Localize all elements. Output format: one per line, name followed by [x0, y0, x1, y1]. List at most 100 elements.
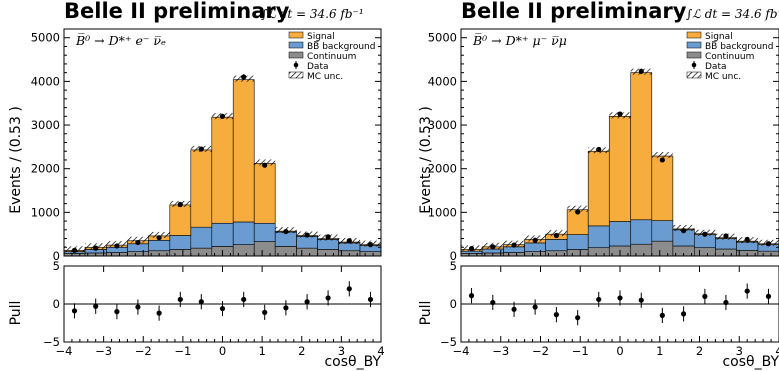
process-label-right: B̅⁰ → D*⁺ μ⁻ ν̅μ	[472, 33, 567, 48]
y-tick-label-1: 1000	[428, 205, 457, 219]
legend-swatch-1	[288, 41, 304, 49]
bar-continuum-12	[317, 249, 339, 257]
pull-y-tick-label-2: −5	[43, 335, 60, 349]
bar-signal-7	[608, 116, 632, 222]
data-point-1	[93, 245, 99, 251]
pull-point-8	[638, 297, 644, 303]
data-point-6	[596, 146, 602, 153]
data-point-5	[177, 201, 183, 208]
bar-bb-background-11	[296, 236, 318, 249]
data-point-11	[702, 231, 708, 237]
bar-signal-6	[190, 149, 213, 228]
x-tick-label-0: −4	[453, 344, 470, 358]
x-axis-label-right: cosθ_BY	[722, 354, 779, 370]
process-label-left: B̅⁰ → D*⁺ e⁻ ν̅ₑ	[75, 33, 166, 48]
y-tick-label-4: 4000	[31, 74, 60, 88]
pull-point-14	[765, 293, 772, 299]
x-tick-label-8: 4	[775, 344, 779, 358]
x-tick-label-4: 0	[616, 344, 623, 358]
x-tick-label-7: 3	[736, 344, 743, 358]
legend-label-0: Signal	[705, 32, 733, 42]
bar-bb-background-6	[190, 226, 213, 249]
x-tick-label-7: 3	[338, 344, 345, 358]
bar-bb-background-12	[317, 239, 339, 250]
bar-bb-background-3	[524, 242, 546, 252]
bar-continuum-2	[106, 252, 128, 257]
legend-label-2: Continuum	[705, 52, 754, 62]
x-tick-label-1: −3	[95, 344, 112, 358]
bar-continuum-11	[694, 247, 716, 257]
bar-bb-background-8	[232, 221, 255, 245]
legend-marker-data-dot	[293, 62, 299, 68]
data-point-10	[681, 228, 687, 234]
pull-point-7	[617, 295, 623, 301]
bar-signal-9	[253, 163, 276, 224]
luminosity-label-left: ∫ℒ dt = 34.6 fb⁻¹	[261, 7, 364, 21]
pull-point-11	[702, 293, 708, 299]
legend-swatch-2	[288, 51, 304, 59]
data-point-12	[723, 233, 729, 239]
y-tick-label-0: 0	[53, 249, 60, 263]
pull-axis-label-right: Pull	[418, 301, 434, 326]
x-tick-label-2: −2	[135, 344, 152, 358]
pull-point-14	[367, 296, 374, 303]
legend-label-4: MC unc.	[307, 72, 343, 82]
pull-point-2	[511, 306, 517, 312]
pull-point-12	[723, 299, 729, 306]
bar-continuum-6	[587, 247, 610, 257]
data-point-6	[198, 146, 204, 152]
pull-point-7	[219, 305, 226, 312]
y-tick-label-2: 2000	[428, 162, 457, 176]
pull-point-6	[198, 299, 204, 305]
pull-point-5	[177, 296, 183, 303]
x-tick-label-6: 2	[696, 344, 703, 358]
legend-swatch-0	[288, 31, 304, 39]
bar-signal-8	[630, 72, 653, 221]
bar-continuum-3	[524, 251, 546, 257]
pull-point-2	[114, 309, 120, 315]
data-point-9	[659, 157, 665, 163]
chart-title-right: Belle II preliminary	[461, 0, 687, 23]
data-point-0	[71, 247, 78, 253]
bar-continuum-9	[253, 241, 276, 257]
legend-label-2: Continuum	[307, 52, 356, 62]
data-point-4	[156, 235, 162, 241]
pull-point-4	[156, 310, 162, 316]
pull-point-9	[659, 312, 665, 318]
bar-continuum-6	[190, 247, 213, 257]
bar-signal-8	[232, 79, 255, 223]
mc-unc-band-5	[567, 205, 589, 212]
data-point-4	[553, 232, 560, 239]
legend-label-3: Data	[705, 62, 727, 72]
pull-y-tick-label-1: 0	[450, 297, 457, 311]
data-point-0	[468, 245, 475, 252]
mc-unc-band-9	[254, 159, 276, 166]
data-point-7	[219, 113, 226, 119]
chart-panel-right: 010002000300040005000−4−3−2−10123450−5Si…	[428, 28, 779, 358]
legend-swatch-4	[288, 71, 304, 79]
legend-label-3: Data	[307, 62, 329, 72]
mc-unc-band-9	[651, 152, 673, 159]
mc-unc-band-3	[127, 236, 149, 243]
bar-continuum-12	[715, 248, 737, 257]
bar-bb-background-13	[736, 241, 759, 251]
y-axis-label-left: Events / (0.53 )	[8, 106, 24, 214]
legend-marker-data-dot	[691, 62, 697, 68]
bar-bb-background-4	[545, 239, 568, 252]
y-tick-label-5: 5000	[428, 31, 457, 45]
luminosity-label-right: ∫ℒ dt = 34.6 fb⁻¹	[686, 7, 779, 21]
bar-bb-background-7	[608, 221, 632, 247]
pull-point-9	[262, 309, 268, 315]
legend-label-1: BB̅ background	[307, 40, 375, 52]
y-axis-label-right: Events / (0.53 )	[418, 106, 434, 214]
data-point-2	[114, 243, 120, 249]
x-tick-label-8: 4	[377, 344, 384, 358]
y-tick-label-4: 4000	[428, 74, 457, 88]
legend-swatch-2	[686, 51, 702, 59]
bar-continuum-8	[630, 243, 653, 257]
mc-unc-band-10	[672, 224, 695, 231]
y-tick-label-3: 3000	[428, 118, 457, 132]
pull-point-0	[71, 308, 78, 314]
